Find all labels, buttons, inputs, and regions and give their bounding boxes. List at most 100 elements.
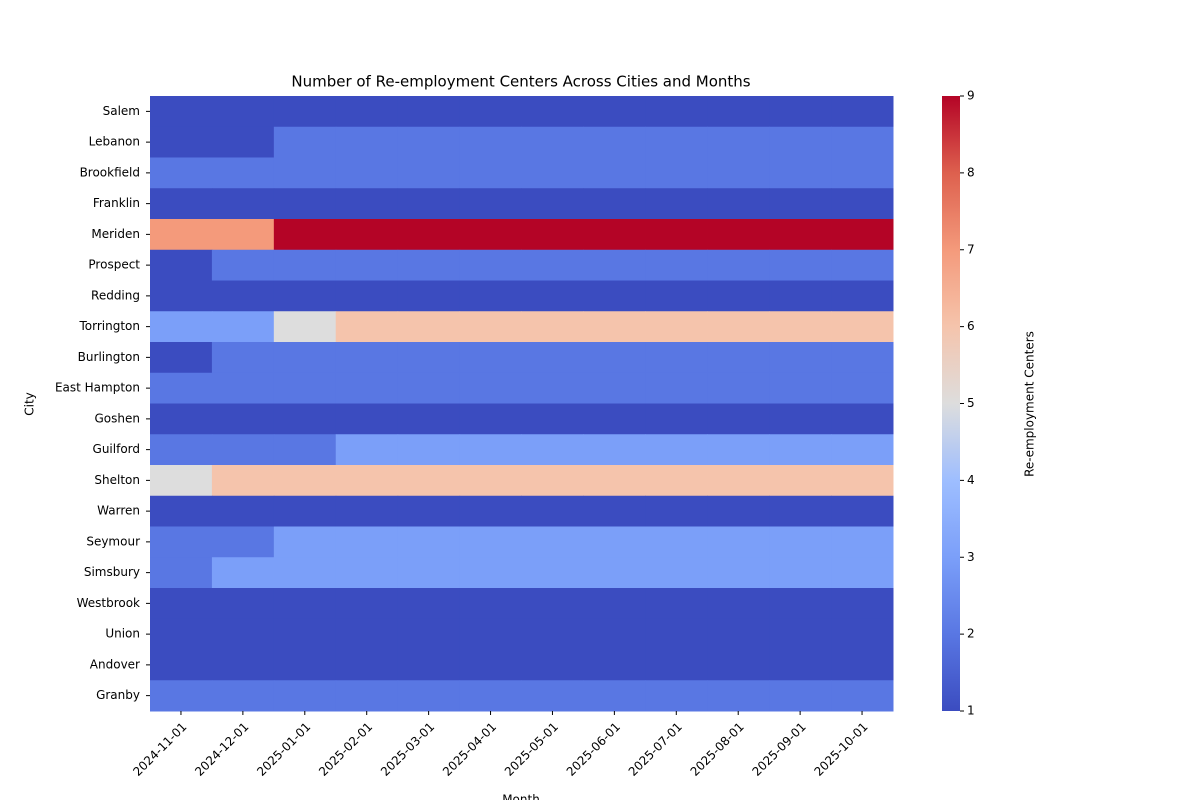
heatmap-cell (769, 434, 832, 466)
heatmap-cell (397, 372, 461, 404)
heatmap-cell (645, 96, 708, 128)
heatmap-cell (397, 618, 461, 650)
heatmap-cell (769, 403, 832, 435)
heatmap-cell (397, 649, 461, 681)
y-tick-label: Prospect (88, 258, 140, 272)
colorbar-tick-label: 6 (967, 319, 975, 333)
heatmap-cell (583, 219, 646, 251)
heatmap-cell (831, 96, 894, 128)
heatmap-cell (150, 557, 213, 589)
heatmap-cell (831, 280, 894, 312)
heatmap-cell (335, 526, 399, 558)
heatmap-cell (150, 588, 213, 620)
heatmap-cell (273, 465, 337, 497)
heatmap-cell (521, 465, 584, 497)
heatmap-cell (150, 249, 213, 281)
heatmap-cell (645, 526, 708, 558)
heatmap-cell (273, 342, 337, 374)
heatmap-cell (521, 311, 584, 343)
heatmap-cell (645, 249, 708, 281)
y-tick-label: Meriden (91, 227, 140, 241)
heatmap-cell (397, 342, 461, 374)
heatmap-cell (831, 403, 894, 435)
heatmap-cell (831, 219, 894, 251)
colorbar-tick-label: 4 (967, 473, 975, 487)
heatmap-cell (211, 588, 275, 620)
y-tick-label: Granby (96, 688, 140, 702)
heatmap-cell (211, 649, 275, 681)
heatmap-cell (335, 342, 399, 374)
y-tick-label: Seymour (86, 534, 140, 548)
colorbar-tick-label: 8 (967, 165, 975, 179)
y-tick-label: Shelton (94, 473, 140, 487)
heatmap-cell (831, 526, 894, 558)
heatmap-cell (211, 557, 275, 589)
heatmap-cell (707, 372, 770, 404)
heatmap-cell (645, 588, 708, 620)
heatmap-cell (645, 557, 708, 589)
heatmap-cell (150, 649, 213, 681)
heatmap-cell (397, 680, 461, 712)
heatmap-cell (211, 249, 275, 281)
heatmap-cell (459, 219, 522, 251)
heatmap-cell (459, 126, 522, 158)
heatmap-cell (335, 126, 399, 158)
heatmap-cell (273, 249, 337, 281)
heatmap-cell (769, 495, 832, 527)
heatmap-cell (831, 188, 894, 220)
y-tick-label: East Hampton (55, 381, 140, 395)
heatmap-cell (583, 280, 646, 312)
heatmap-cell (273, 680, 337, 712)
heatmap-cell (150, 342, 213, 374)
heatmap-cell (211, 495, 275, 527)
heatmap-cell (273, 126, 337, 158)
heatmap-cell (150, 126, 213, 158)
heatmap-cell (831, 249, 894, 281)
heatmap-cell (645, 342, 708, 374)
heatmap-cell (769, 311, 832, 343)
heatmap-cell (831, 311, 894, 343)
heatmap-cell (769, 219, 832, 251)
heatmap-cell (645, 311, 708, 343)
heatmap-cell (769, 680, 832, 712)
y-tick-label: Lebanon (89, 135, 140, 149)
heatmap-cell (521, 157, 584, 189)
heatmap-cell (335, 280, 399, 312)
heatmap-cell (831, 434, 894, 466)
heatmap-cell (459, 434, 522, 466)
colorbar-tick-label: 5 (967, 396, 975, 410)
heatmap-cell (521, 372, 584, 404)
heatmap-cell (645, 372, 708, 404)
heatmap-cell (273, 403, 337, 435)
heatmap-cell (459, 372, 522, 404)
heatmap-cell (769, 249, 832, 281)
heatmap-cell (769, 96, 832, 128)
x-tick-label: 2025-07-01 (626, 720, 685, 779)
heatmap-cell (150, 311, 213, 343)
heatmap-cell (150, 465, 213, 497)
heatmap-cell (831, 588, 894, 620)
heatmap-cell (150, 280, 213, 312)
heatmap-cell (707, 434, 770, 466)
heatmap-cell (397, 526, 461, 558)
heatmap-cell (150, 219, 213, 251)
heatmap-cell (150, 96, 213, 128)
heatmap-cell (707, 219, 770, 251)
heatmap-cell (397, 249, 461, 281)
heatmap-cell (583, 311, 646, 343)
heatmap-cell (831, 126, 894, 158)
heatmap-cell (769, 280, 832, 312)
heatmap-cell (211, 342, 275, 374)
heatmap-cell (211, 372, 275, 404)
x-tick-label: 2025-01-01 (254, 720, 313, 779)
heatmap-cell (769, 188, 832, 220)
heatmap-cell (583, 96, 646, 128)
y-axis-label: City (23, 392, 37, 416)
heatmap-cell (583, 188, 646, 220)
heatmap-cell (769, 588, 832, 620)
heatmap-cell (335, 96, 399, 128)
heatmap-cell (273, 588, 337, 620)
heatmap-cell (645, 465, 708, 497)
heatmap-cell (273, 434, 337, 466)
